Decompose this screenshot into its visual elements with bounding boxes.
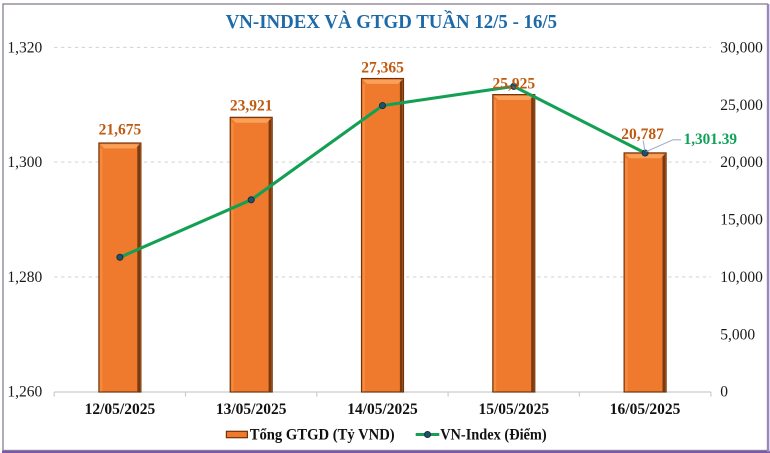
svg-text:15,000: 15,000: [720, 212, 763, 229]
svg-text:Tổng GTGD (Tỷ VND): Tổng GTGD (Tỷ VND): [250, 427, 395, 444]
svg-text:20,787: 20,787: [621, 126, 664, 143]
svg-text:21,675: 21,675: [99, 122, 142, 139]
svg-text:16/05/2025: 16/05/2025: [610, 401, 681, 418]
svg-text:23,921: 23,921: [230, 97, 273, 114]
svg-text:13/05/2025: 13/05/2025: [216, 401, 287, 418]
svg-text:1,260: 1,260: [7, 384, 42, 401]
svg-text:20,000: 20,000: [720, 154, 763, 171]
svg-text:10,000: 10,000: [720, 269, 763, 286]
svg-text:1,301.39: 1,301.39: [684, 131, 738, 148]
svg-text:15/05/2025: 15/05/2025: [478, 401, 549, 418]
svg-text:VN-INDEX VÀ GTGD TUẦN 12/5 - 1: VN-INDEX VÀ GTGD TUẦN 12/5 - 16/5: [226, 9, 557, 33]
svg-text:12/05/2025: 12/05/2025: [85, 401, 156, 418]
svg-text:27,365: 27,365: [361, 59, 404, 76]
svg-text:30,000: 30,000: [720, 39, 763, 56]
svg-text:5,000: 5,000: [720, 326, 755, 343]
svg-text:25,000: 25,000: [720, 97, 763, 114]
svg-text:0: 0: [720, 384, 728, 401]
svg-text:25,925: 25,925: [492, 75, 535, 92]
svg-text:1,320: 1,320: [7, 39, 42, 56]
svg-text:14/05/2025: 14/05/2025: [347, 401, 418, 418]
svg-text:1,280: 1,280: [7, 269, 42, 286]
svg-text:1,300: 1,300: [7, 154, 42, 171]
svg-text:VN-Index (Điểm): VN-Index (Điểm): [440, 427, 547, 444]
